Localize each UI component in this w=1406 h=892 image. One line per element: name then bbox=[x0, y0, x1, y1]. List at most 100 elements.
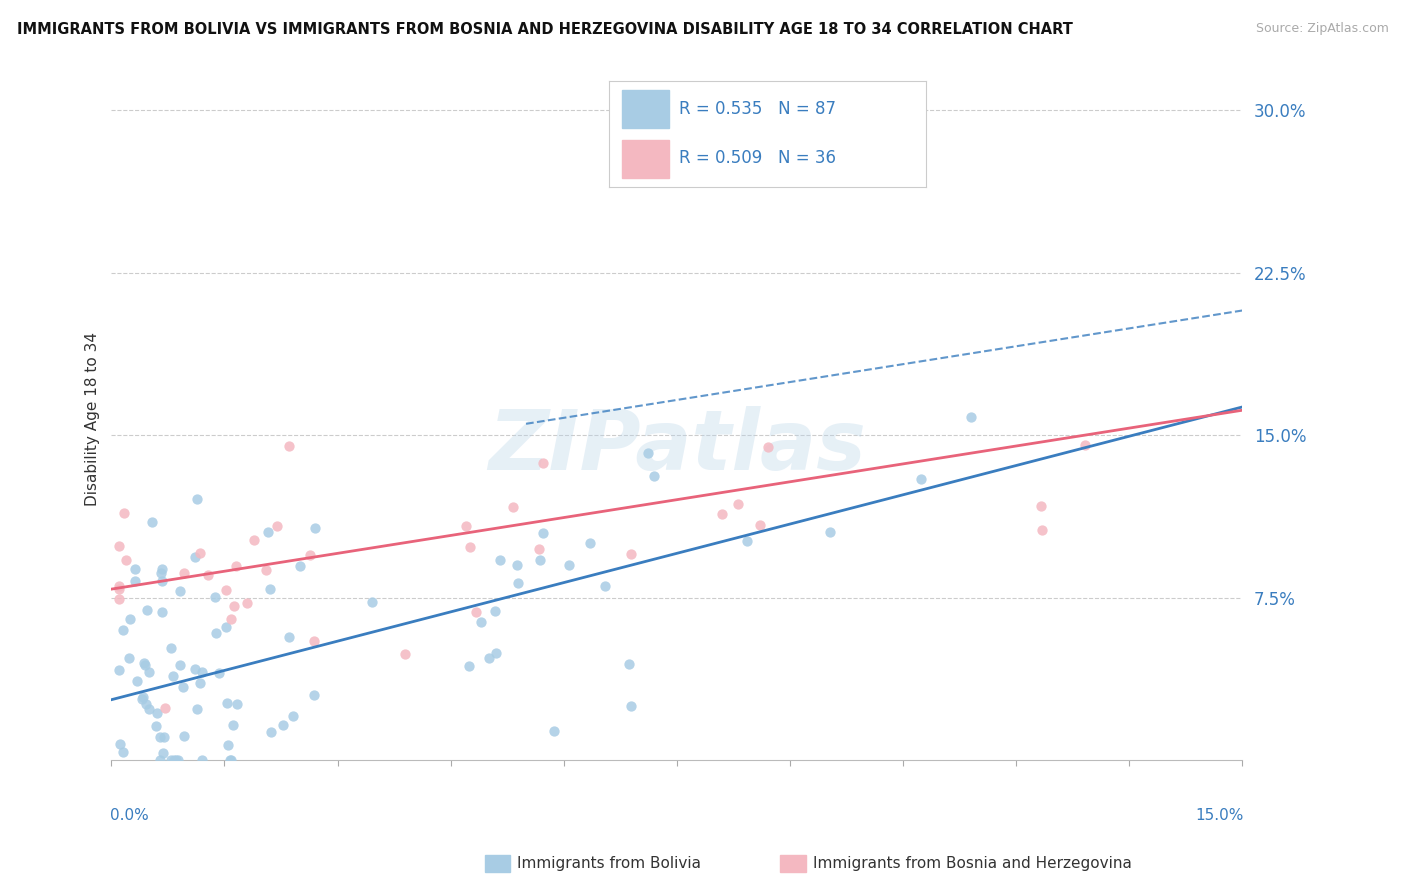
Point bbox=[756, 440, 779, 454]
Text: Immigrants from Bosnia and Herzegovina: Immigrants from Bosnia and Herzegovina bbox=[813, 856, 1132, 871]
Point bbox=[134, 656, 156, 670]
Point bbox=[531, 456, 554, 470]
Point bbox=[288, 558, 311, 573]
Point bbox=[166, 753, 188, 767]
Point bbox=[620, 547, 643, 561]
Point bbox=[184, 549, 207, 564]
Point bbox=[478, 651, 501, 665]
Point bbox=[124, 574, 146, 588]
Point bbox=[118, 612, 141, 626]
Point bbox=[820, 525, 842, 540]
Point bbox=[457, 659, 479, 673]
Point bbox=[283, 708, 305, 723]
Text: Immigrants from Bolivia: Immigrants from Bolivia bbox=[517, 856, 702, 871]
Point bbox=[256, 524, 278, 539]
Point bbox=[186, 701, 208, 715]
Point bbox=[145, 719, 167, 733]
Point bbox=[138, 702, 160, 716]
Point bbox=[186, 491, 208, 506]
Point bbox=[115, 553, 138, 567]
Point bbox=[749, 518, 772, 533]
Point bbox=[302, 688, 325, 702]
Point bbox=[266, 518, 288, 533]
Point bbox=[215, 620, 238, 634]
Text: IMMIGRANTS FROM BOLIVIA VS IMMIGRANTS FROM BOSNIA AND HERZEGOVINA DISABILITY AGE: IMMIGRANTS FROM BOLIVIA VS IMMIGRANTS FR… bbox=[17, 22, 1073, 37]
Point bbox=[138, 665, 160, 679]
Point bbox=[150, 574, 173, 588]
Point bbox=[188, 675, 211, 690]
Point bbox=[152, 605, 174, 619]
Point bbox=[219, 753, 242, 767]
Point bbox=[637, 446, 659, 460]
Point bbox=[299, 548, 322, 562]
Point bbox=[361, 595, 384, 609]
Point bbox=[910, 472, 932, 486]
Point bbox=[243, 533, 266, 547]
Point bbox=[218, 753, 240, 767]
Point bbox=[458, 540, 481, 554]
Point bbox=[260, 725, 283, 739]
Point bbox=[152, 747, 174, 761]
Point bbox=[464, 605, 486, 619]
Point bbox=[470, 615, 492, 629]
Point bbox=[141, 515, 163, 529]
Point bbox=[617, 657, 640, 672]
Point bbox=[165, 753, 187, 767]
Point bbox=[208, 665, 231, 680]
Point bbox=[160, 640, 183, 655]
Point bbox=[108, 579, 131, 593]
Text: Source: ZipAtlas.com: Source: ZipAtlas.com bbox=[1256, 22, 1389, 36]
Point bbox=[184, 662, 207, 676]
Point bbox=[146, 706, 169, 720]
Point bbox=[254, 563, 277, 577]
Text: 0.0%: 0.0% bbox=[110, 808, 149, 823]
Text: ZIPatlas: ZIPatlas bbox=[488, 406, 866, 487]
Point bbox=[222, 599, 245, 614]
Point bbox=[135, 698, 157, 712]
Point bbox=[593, 579, 616, 593]
Point bbox=[118, 650, 141, 665]
Point bbox=[236, 597, 259, 611]
Point bbox=[169, 657, 191, 672]
Point bbox=[217, 738, 239, 752]
Point bbox=[173, 729, 195, 743]
Point bbox=[454, 518, 477, 533]
Y-axis label: Disability Age 18 to 34: Disability Age 18 to 34 bbox=[86, 332, 100, 506]
Point bbox=[108, 663, 131, 677]
Point bbox=[131, 692, 153, 706]
Point bbox=[960, 409, 983, 424]
Point bbox=[214, 582, 236, 597]
Point bbox=[108, 737, 131, 751]
Point bbox=[197, 567, 219, 582]
Point bbox=[127, 673, 149, 688]
Point bbox=[531, 526, 554, 541]
Point bbox=[162, 669, 184, 683]
Point bbox=[727, 497, 749, 511]
Point bbox=[191, 753, 214, 767]
Point bbox=[108, 582, 131, 596]
Point bbox=[502, 500, 524, 514]
Point bbox=[152, 730, 174, 744]
Point bbox=[271, 718, 294, 732]
Point bbox=[304, 521, 326, 535]
Point bbox=[217, 696, 239, 710]
Point bbox=[149, 753, 172, 767]
Point bbox=[205, 626, 228, 640]
Point bbox=[219, 612, 242, 626]
Point bbox=[149, 730, 172, 744]
Text: 15.0%: 15.0% bbox=[1195, 808, 1243, 823]
Point bbox=[489, 553, 512, 567]
Point bbox=[172, 680, 194, 694]
Point bbox=[163, 753, 186, 767]
Point bbox=[506, 576, 529, 591]
Point bbox=[543, 723, 565, 738]
Point bbox=[226, 697, 249, 711]
Point bbox=[278, 630, 301, 644]
Point bbox=[259, 582, 281, 596]
Point bbox=[302, 634, 325, 648]
Point bbox=[159, 753, 181, 767]
Point bbox=[173, 566, 195, 581]
Point bbox=[112, 506, 135, 520]
Point bbox=[112, 623, 135, 637]
Point bbox=[221, 718, 243, 732]
